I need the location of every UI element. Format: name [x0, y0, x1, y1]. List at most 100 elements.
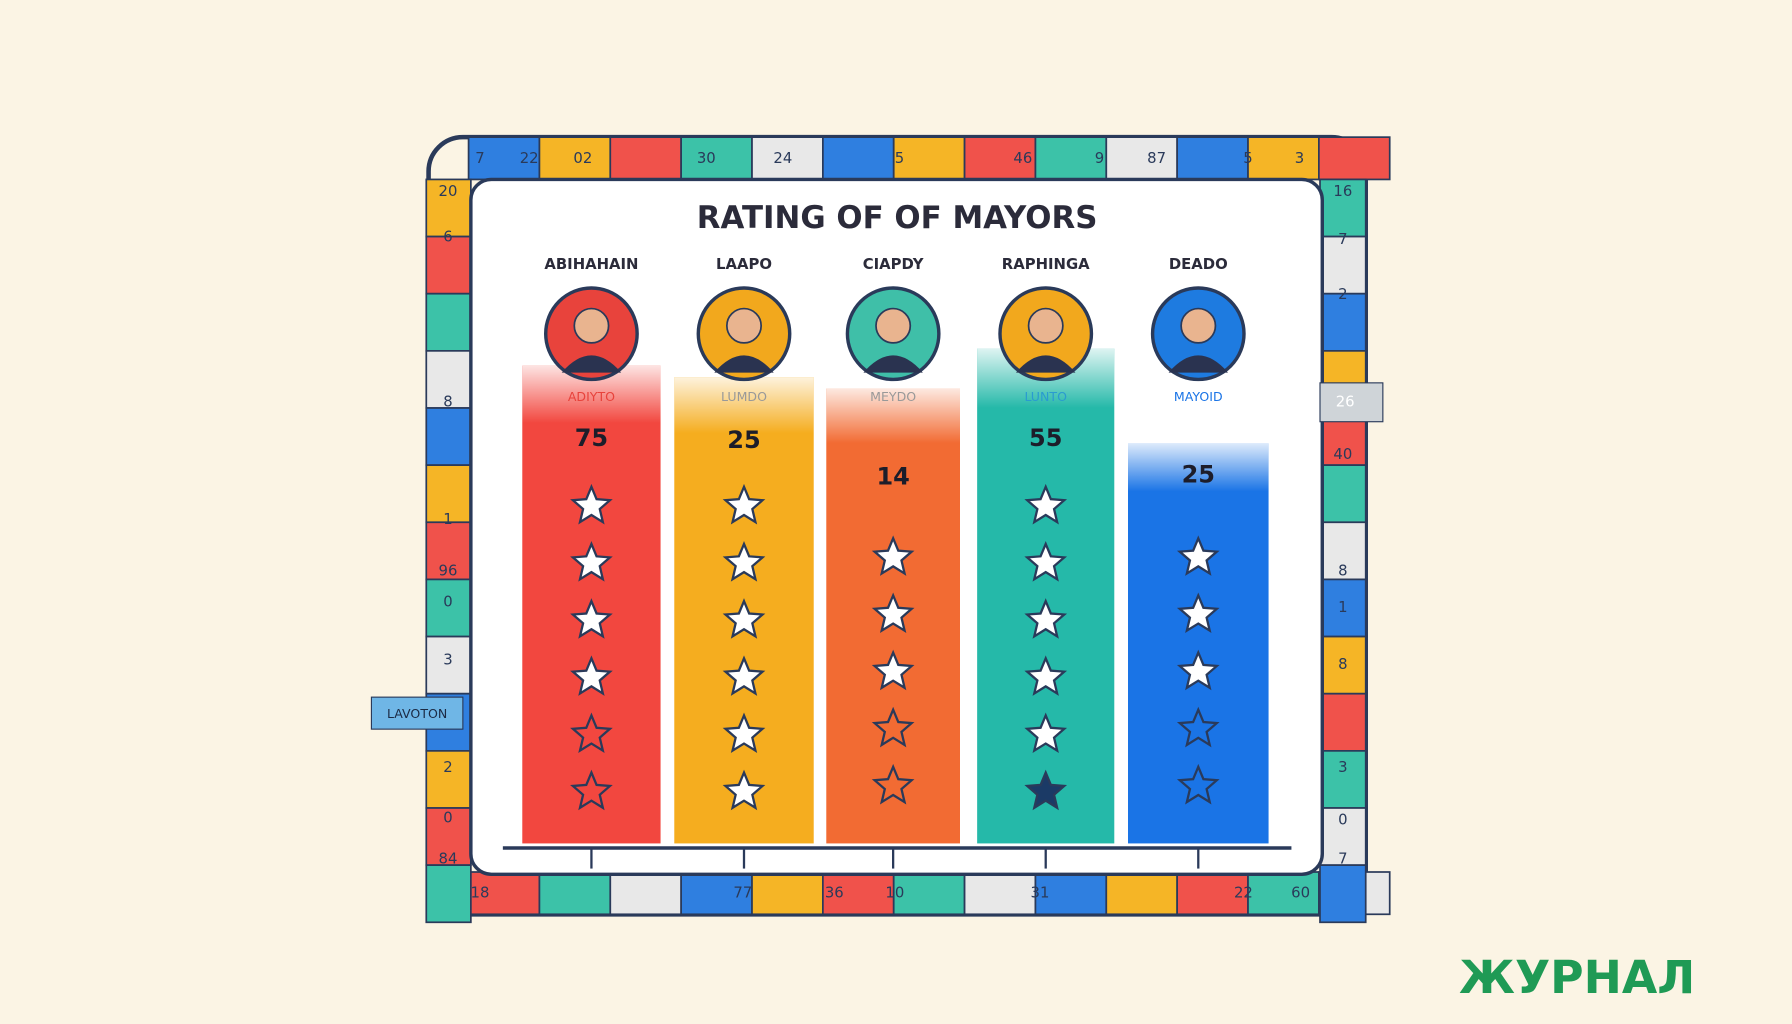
board-number: 7	[1338, 849, 1347, 867]
track-cell	[467, 136, 541, 181]
track-cell	[822, 871, 895, 916]
star	[570, 541, 613, 582]
portrait-body	[714, 355, 774, 373]
board-number: 8	[1338, 561, 1347, 579]
board-number: 77	[733, 884, 752, 902]
board-number: 30	[697, 149, 716, 167]
star	[871, 649, 915, 691]
board-number: 5	[895, 149, 904, 167]
star	[722, 712, 766, 754]
board-number: 5	[1243, 149, 1252, 167]
title: RATING OF OF MAYORS	[697, 200, 1098, 236]
board-number: 6	[443, 228, 452, 246]
column-value: 14	[876, 463, 909, 491]
board-number: 22	[520, 149, 539, 167]
column-value: 25	[1182, 460, 1215, 488]
track-cell	[425, 807, 472, 866]
board-number: 84	[439, 849, 458, 867]
portrait-head	[726, 307, 762, 344]
column-value: 25	[727, 426, 760, 454]
board-number: 9	[1095, 149, 1104, 167]
star	[722, 483, 766, 525]
column-value: 55	[1029, 424, 1062, 452]
board-number: 3	[1338, 758, 1347, 776]
track-cell	[1318, 136, 1391, 181]
board-number: 36	[825, 884, 844, 902]
board-number: 0	[443, 592, 452, 610]
star	[570, 483, 613, 525]
board-number: 0	[443, 808, 452, 826]
track-cell	[609, 136, 682, 181]
bar-fade	[977, 348, 1115, 844]
track-cell	[1319, 864, 1367, 924]
column-sublabel: MEYDO	[870, 389, 916, 404]
board-number: 0	[1338, 811, 1347, 829]
star	[1176, 763, 1220, 805]
board-number: 31	[1031, 884, 1050, 902]
portrait-body	[1016, 355, 1076, 373]
board-number: 10	[885, 884, 904, 902]
track-cell	[425, 407, 472, 466]
track-cell	[425, 292, 472, 352]
track-cell	[1105, 871, 1178, 916]
board-number: 18	[471, 884, 490, 902]
column-name: ABIHAHAIN	[544, 255, 638, 273]
star	[1024, 483, 1068, 525]
track-cell	[609, 871, 682, 916]
board-number: 60	[1291, 884, 1310, 902]
track-cell	[1247, 136, 1320, 181]
column-sublabel: ADIYTO	[568, 389, 615, 404]
track-cell	[1319, 692, 1367, 752]
board-number: 20	[439, 182, 458, 200]
star	[722, 598, 766, 639]
tag-label: LAVOTON	[387, 706, 447, 721]
column-sublabel: LUNTO	[1024, 389, 1067, 404]
track-cell	[1319, 807, 1367, 866]
star	[871, 535, 915, 576]
tag-label: 26	[1336, 392, 1355, 410]
track-cell	[538, 871, 612, 916]
portrait-body	[863, 355, 923, 373]
track-cell	[680, 871, 753, 916]
track-cell	[1247, 871, 1320, 916]
board-number: 02	[573, 149, 592, 167]
tag	[370, 696, 464, 730]
star	[722, 655, 766, 696]
board-number: 16	[1333, 182, 1352, 200]
board-number: 7	[1338, 230, 1347, 248]
track-cell	[892, 871, 966, 916]
star	[570, 769, 613, 811]
star	[871, 763, 915, 805]
star	[722, 769, 766, 811]
portrait-body	[561, 355, 622, 373]
brand: ЖУРНАЛ	[1459, 951, 1695, 1004]
board-number: 2	[1338, 285, 1347, 303]
track-cell	[963, 871, 1037, 916]
track-cell	[1319, 235, 1367, 295]
column-name: CIAPDY	[863, 255, 924, 273]
column-sublabel: LUMDO	[721, 389, 767, 404]
column-name: RAPHINGA	[1002, 255, 1090, 273]
board-number: 46	[1013, 149, 1032, 167]
star	[1024, 712, 1068, 754]
board-number: 24	[773, 149, 792, 167]
star	[1024, 598, 1068, 639]
star	[1176, 592, 1220, 634]
track-cell	[963, 136, 1037, 181]
star	[570, 598, 613, 639]
board-number: 40	[1333, 445, 1352, 463]
board-number: 1	[443, 510, 452, 528]
track-cell	[1319, 178, 1367, 238]
star	[1024, 655, 1068, 696]
portrait-head	[573, 307, 610, 344]
track-cell	[1319, 464, 1367, 524]
track-cell	[425, 864, 472, 924]
track-cell	[1319, 578, 1367, 638]
board-number: 8	[443, 392, 452, 410]
star	[1024, 769, 1068, 811]
tag	[1319, 382, 1384, 423]
star	[871, 592, 915, 634]
board-number: 8	[1338, 655, 1347, 673]
track-cell	[1034, 871, 1108, 916]
column-sublabel: MAYOID	[1174, 389, 1223, 404]
